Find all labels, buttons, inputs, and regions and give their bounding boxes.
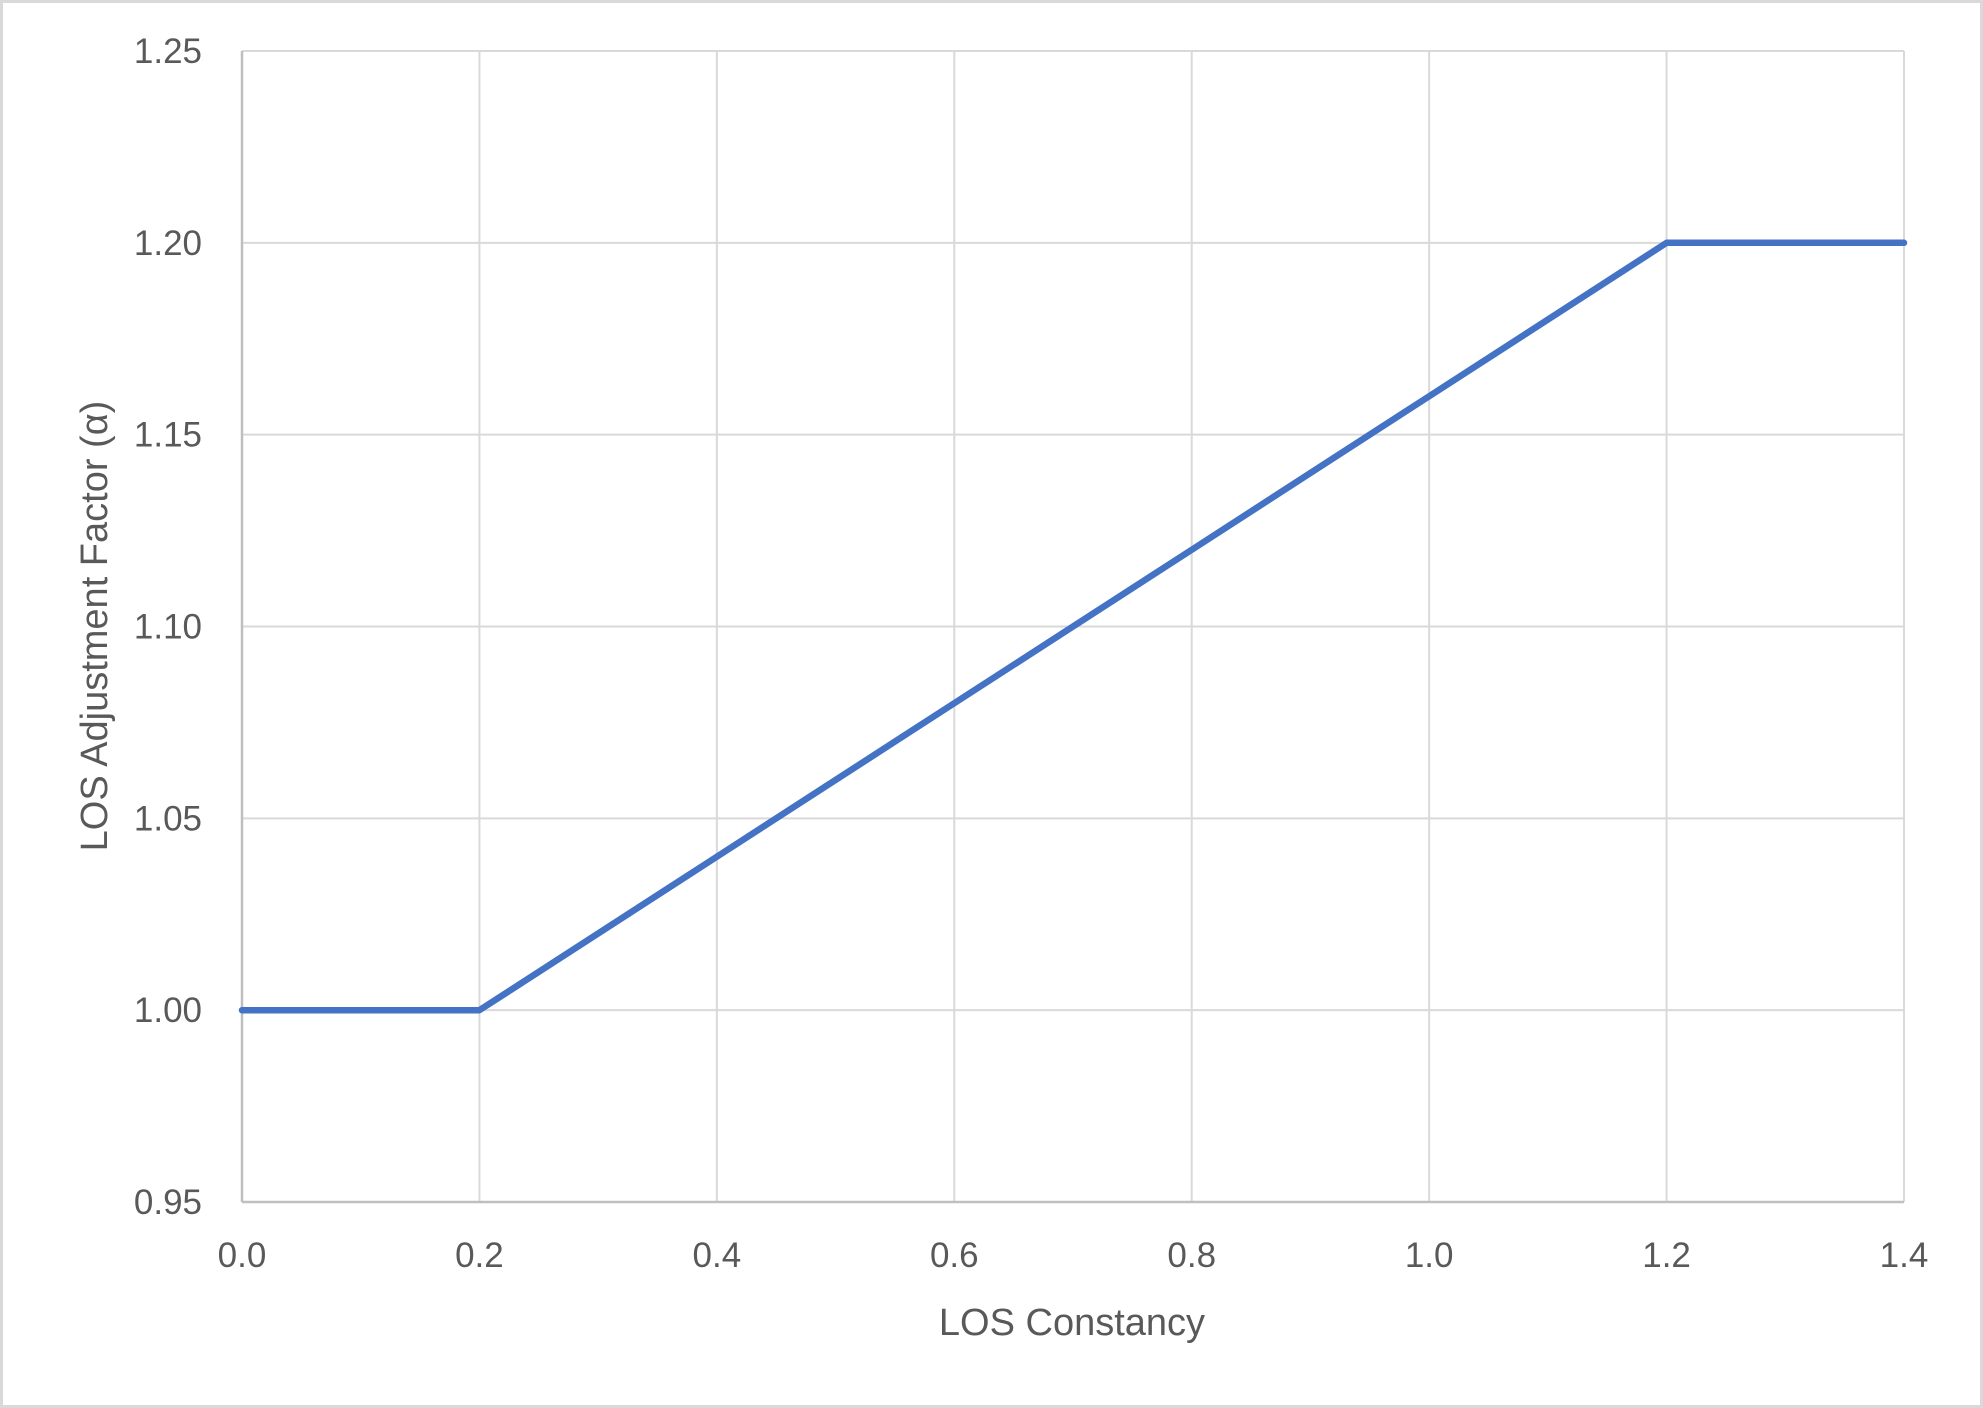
data-series <box>238 239 1908 1014</box>
y-tick-label: 1.10 <box>134 608 202 647</box>
series-line <box>238 239 1908 1014</box>
x-tick-label: 1.2 <box>1642 1236 1691 1275</box>
y-tick-label: 1.25 <box>134 32 202 71</box>
x-tick-label: 0.0 <box>218 1236 267 1275</box>
x-axis-title: LOS Constancy <box>939 1302 1205 1344</box>
y-tick-label: 1.15 <box>134 416 202 455</box>
y-axis-tick-labels: 0.95 1.00 1.05 1.10 1.15 1.20 1.25 <box>134 32 202 1222</box>
x-tick-label: 0.2 <box>455 1236 504 1275</box>
x-tick-label: 1.0 <box>1405 1236 1454 1275</box>
y-tick-label: 0.95 <box>134 1183 202 1222</box>
y-tick-label: 1.00 <box>134 991 202 1030</box>
x-tick-label: 0.4 <box>693 1236 742 1275</box>
x-axis-tick-labels: 0.0 0.2 0.4 0.6 0.8 1.0 1.2 1.4 <box>218 1236 1929 1275</box>
y-tick-label: 1.20 <box>134 224 202 263</box>
x-tick-label: 0.6 <box>930 1236 979 1275</box>
y-axis-title: LOS Adjustment Factor (α) <box>74 401 116 852</box>
x-tick-label: 1.4 <box>1880 1236 1929 1275</box>
y-tick-label: 1.05 <box>134 799 202 838</box>
x-tick-label: 0.8 <box>1167 1236 1216 1275</box>
